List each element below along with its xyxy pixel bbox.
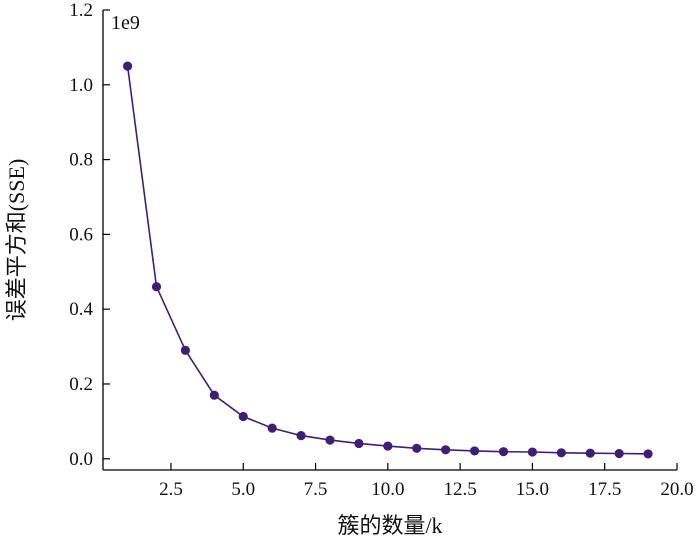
x-tick-label: 15.0	[516, 479, 549, 500]
data-point	[556, 448, 566, 458]
y-tick-label: 0.0	[69, 449, 93, 470]
y-multiplier-label: 1e9	[111, 12, 140, 34]
y-tick-label: 0.2	[69, 374, 93, 395]
data-marks	[122, 61, 653, 459]
y-axis-label: 误差平方和(SSE)	[4, 159, 29, 322]
x-tick-label: 12.5	[443, 479, 476, 500]
data-point	[585, 448, 595, 458]
x-tick-label: 2.5	[159, 479, 183, 500]
x-tick-label: 10.0	[371, 479, 404, 500]
y-tick-label: 0.8	[69, 150, 93, 171]
data-point	[498, 447, 509, 457]
data-point	[441, 445, 451, 455]
data-point	[527, 447, 538, 457]
x-tick-label: 20.0	[660, 479, 693, 500]
data-point	[643, 449, 653, 459]
data-point	[469, 446, 480, 456]
x-tick-label: 7.5	[304, 479, 328, 500]
y-tick-label: 0.4	[69, 299, 93, 320]
x-tick-label: 17.5	[588, 479, 621, 500]
data-point	[383, 441, 393, 451]
x-axis-label: 簇的数量/k	[337, 513, 442, 538]
y-tick-label: 1.2	[69, 0, 93, 21]
series-line	[126, 65, 649, 455]
data-point	[267, 423, 277, 433]
data-point	[296, 430, 306, 441]
data-point	[122, 61, 133, 71]
data-point	[238, 411, 248, 422]
data-point	[412, 443, 422, 453]
data-point	[180, 345, 191, 355]
y-tick-label: 0.6	[69, 224, 93, 245]
data-point	[354, 438, 364, 449]
data-point	[209, 390, 219, 400]
x-tick-label: 5.0	[231, 479, 255, 500]
data-point	[151, 282, 162, 292]
data-point	[614, 448, 624, 459]
y-tick-label: 1.0	[69, 75, 93, 96]
axes: 2.5 5.0 7.5 10.0 12.5 15.0 17.5 20.0 0.0 0.2 0.4 0.…	[69, 0, 693, 500]
data-point	[325, 435, 335, 445]
